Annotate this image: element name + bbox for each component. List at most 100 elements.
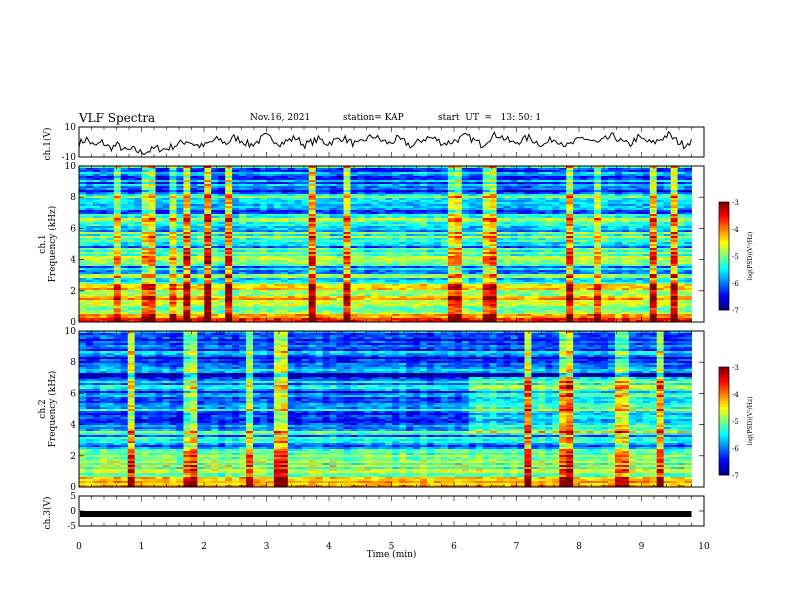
ch1-spectrogram-cell	[162, 234, 170, 237]
ch1-spectrogram-cell	[392, 218, 400, 221]
ch1-spectrogram-cell	[162, 212, 170, 215]
ch1-spectrogram-cell	[176, 228, 184, 231]
ch1-spectrogram-cell	[225, 242, 233, 245]
ch1-spectrogram-cell	[601, 222, 609, 225]
ch1-spectrogram-cell	[106, 270, 115, 273]
ch1-spectrogram-cell	[280, 206, 289, 209]
ch1-spectrogram-cell	[489, 220, 498, 223]
ch1-spectrogram-cell	[587, 194, 595, 197]
ch1-spectrogram-cell	[517, 178, 525, 181]
ch1-spectrogram-cell	[120, 178, 129, 181]
ch1-spectrogram-cell	[399, 166, 407, 169]
ch1-spectrogram-cell	[413, 196, 421, 199]
ch1-spectrogram-cell	[92, 178, 101, 181]
ch1-spectrogram-cell	[294, 238, 303, 241]
ch1-spectrogram-cell	[656, 184, 665, 187]
ch1-spectrogram-cell	[524, 252, 532, 255]
ch1-spectrogram-cell	[364, 220, 372, 223]
ch1-spectrogram-cell	[239, 172, 247, 175]
ch1-spectrogram-cell	[92, 244, 101, 247]
ch1-spectrogram-cell	[336, 234, 344, 237]
ch1-spectrogram-cell	[197, 224, 205, 227]
ch1-spectrogram-cell	[155, 226, 163, 229]
ch1-spectrogram-cell	[378, 260, 386, 263]
ch1-spectrogram-cell	[621, 208, 630, 211]
ch1-spectrogram-cell	[183, 180, 191, 183]
ch1-spectrogram-cell	[454, 210, 463, 213]
ch1-spectrogram-cell	[371, 226, 379, 229]
ch1-spectrogram-cell	[378, 216, 386, 219]
ch1-spectrogram-cell	[545, 176, 553, 179]
ch1-spectrogram-cell	[552, 190, 560, 193]
ch1-spectrogram-cell	[433, 198, 442, 201]
ch1-spectrogram-cell	[246, 216, 254, 219]
ch1-spectrogram-cell	[517, 272, 525, 275]
ch1-spectrogram-cell	[399, 218, 407, 221]
ch1-spectrogram-cell	[461, 204, 470, 207]
ch1-spectrogram-cell	[545, 246, 553, 249]
ch1-spectrogram-cell	[517, 182, 525, 185]
ch1-spectrogram-cell	[399, 258, 407, 261]
ch1-spectrogram-cell	[677, 206, 685, 209]
ch1-spectrogram-cell	[524, 220, 532, 223]
ch1-spectrogram-cell	[496, 212, 504, 215]
ch1-spectrogram-cell	[594, 176, 602, 179]
ch1-spectrogram-cell	[343, 230, 351, 233]
ch1-spectrogram-cell	[684, 214, 692, 217]
ch1-spectrogram-cell	[684, 206, 692, 209]
ch1-spectrogram-cell	[482, 222, 491, 225]
ch1-spectrogram-cell	[308, 186, 317, 189]
ch1-spectrogram-cell	[454, 270, 463, 273]
ch1-spectrogram-cell	[517, 194, 525, 197]
ch1-spectrogram-cell	[559, 208, 567, 211]
ch1-spectrogram-cell	[343, 256, 351, 259]
ch1-spectrogram-cell	[301, 224, 310, 227]
ch1-spectrogram-cell	[113, 240, 122, 243]
ch1-spectrogram-cell	[197, 226, 205, 229]
ch1-spectrogram-cell	[517, 256, 525, 259]
ch1-spectrogram-cell	[99, 228, 108, 231]
ch1-spectrogram-cell	[559, 216, 567, 219]
ch1-spectrogram-cell	[642, 238, 651, 241]
ch1-spectrogram-cell	[642, 234, 651, 237]
ch1-spectrogram-cell	[322, 170, 330, 173]
ch1-spectrogram-cell	[427, 218, 435, 221]
ch1-spectrogram-cell	[301, 172, 310, 175]
ch1-spectrogram-cell	[371, 222, 379, 225]
ch1-spectrogram-cell	[378, 200, 386, 203]
ch1-spectrogram-cell	[510, 222, 518, 225]
ch1-spectrogram-cell	[503, 184, 511, 187]
ch1-spectrogram-cell	[336, 232, 344, 235]
ch1-spectrogram-cell	[635, 208, 644, 211]
ch1-spectrogram-cell	[79, 234, 87, 237]
ch1-spectrogram-cell	[587, 236, 595, 239]
ch1-spectrogram-cell	[559, 230, 567, 233]
ch1-spectrogram-cell	[336, 238, 344, 241]
ch1-spectrogram-cell	[482, 248, 491, 251]
ch1-spectrogram-cell	[566, 168, 574, 171]
ch1-spectrogram-cell	[385, 230, 393, 233]
ch1-spectrogram-cell	[287, 186, 296, 189]
ch1-spectrogram-cell	[315, 272, 324, 275]
ch1-spectrogram-cell	[336, 268, 344, 271]
ch1-spectrogram-cell	[155, 274, 163, 277]
ch1-spectrogram-cell	[371, 200, 379, 203]
ch1-spectrogram-cell	[420, 210, 428, 213]
ch1-spectrogram-cell	[99, 222, 108, 225]
ch1-spectrogram-cell	[677, 224, 685, 227]
ch1-spectrogram-cell	[232, 188, 240, 191]
ch1-spectrogram-cell	[176, 168, 184, 171]
ch1-spectrogram-cell	[552, 176, 560, 179]
ch1-spectrogram-cell	[684, 218, 692, 221]
ch1-spectrogram-cell	[392, 200, 400, 203]
ch1-spectrogram-cell	[635, 250, 644, 253]
ch1-spectrogram-cell	[614, 262, 623, 265]
ch1-spectrogram-cell	[580, 258, 588, 261]
ch1-spectrogram-cell	[120, 258, 129, 261]
ch1-spectrogram-cell	[113, 214, 122, 217]
ch1-spectrogram-cell	[218, 184, 226, 187]
ch1-spectrogram-cell	[538, 270, 546, 273]
ch1-spectrogram-cell	[454, 212, 463, 215]
ch1-spectrogram-cell	[357, 178, 365, 181]
ch1-spectrogram-cell	[677, 174, 685, 177]
